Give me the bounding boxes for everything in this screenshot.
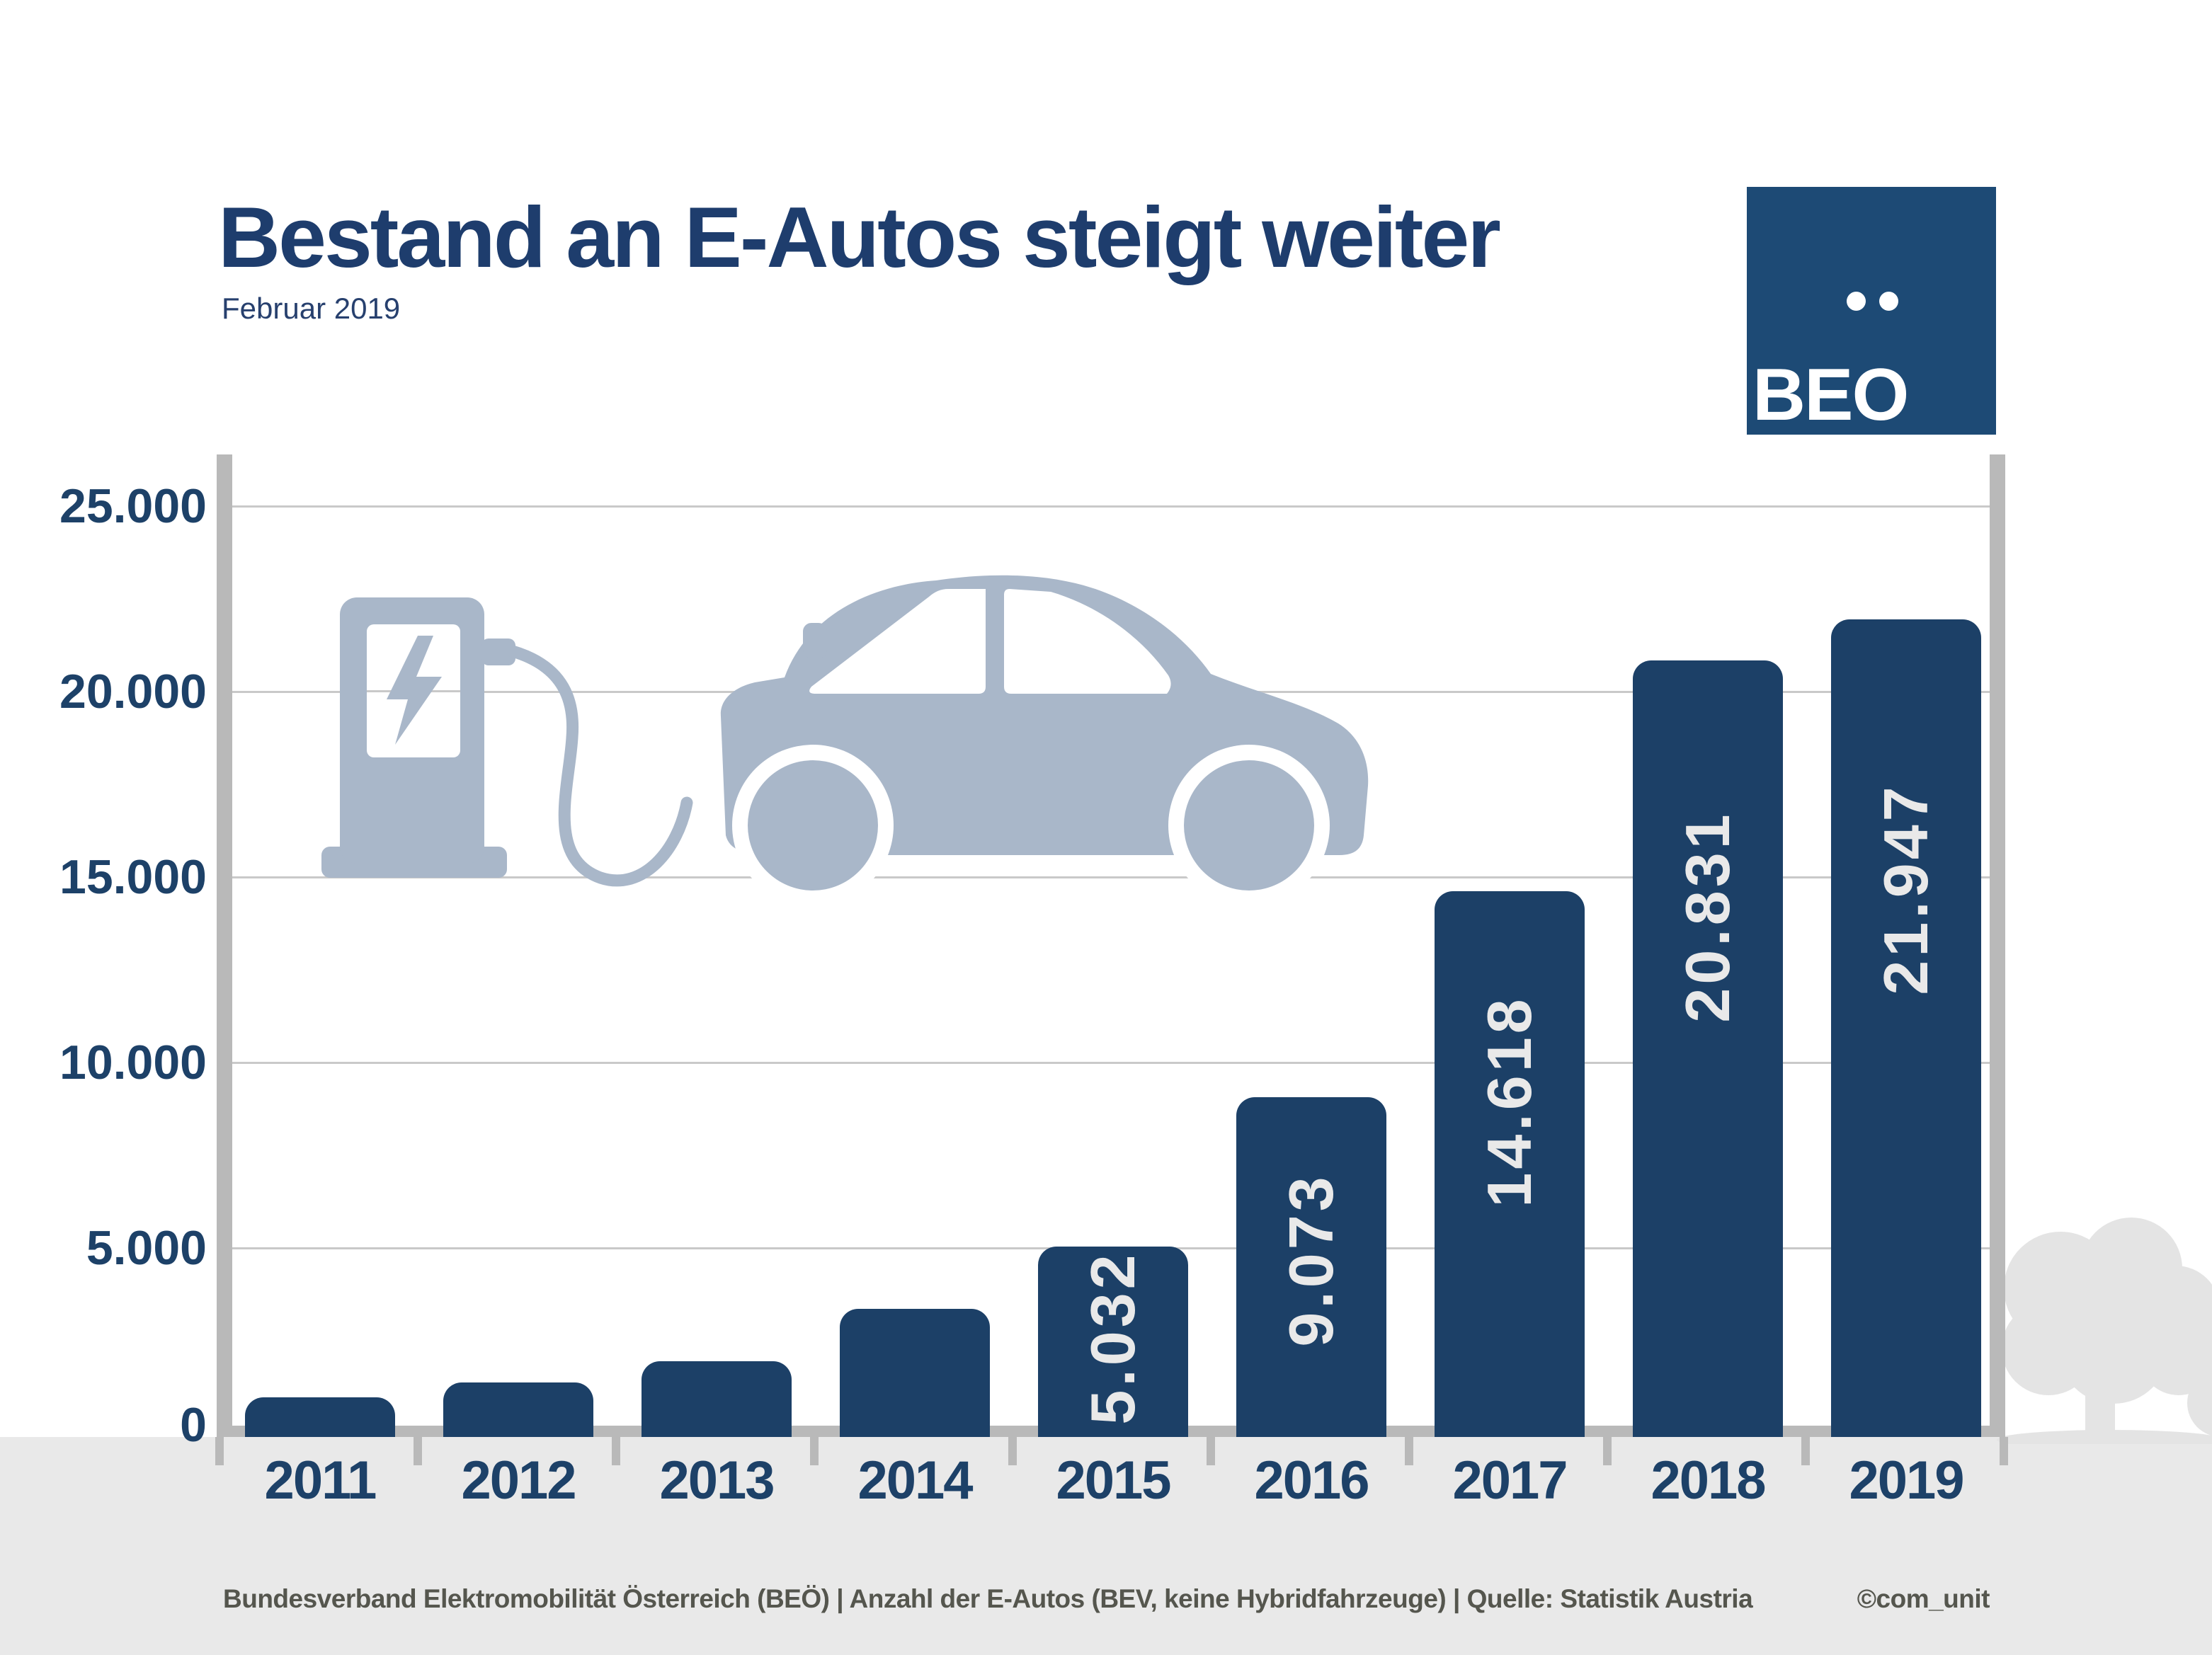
bar-value-label: 21.947 (1871, 783, 1941, 995)
bar-value-label: 9.073 (1276, 1173, 1346, 1347)
ev-charging-car-icon (321, 575, 1369, 906)
x-tick (1405, 1437, 1413, 1465)
y-tick-label: 25.000 (59, 479, 207, 533)
page-title: Bestand an E-Autos steigt weiter (218, 189, 1501, 285)
logo-text: BEO (1752, 354, 1909, 436)
beo-logo: BEO (1747, 187, 1996, 435)
x-tick (810, 1437, 819, 1465)
footer-credit: ©com_unit (1857, 1584, 1990, 1613)
y-tick-label: 20.000 (59, 665, 207, 718)
bar-2016: 9.073 (1236, 1096, 1386, 1437)
right-frame-line (1990, 454, 2005, 1437)
gridline-25.000 (232, 505, 1990, 508)
x-tick-label: 2016 (1254, 1450, 1369, 1511)
bar-2012 (443, 1382, 593, 1437)
bar-value-label: 5.032 (1078, 1251, 1148, 1425)
x-tick (1008, 1437, 1017, 1465)
x-tick-label: 2018 (1651, 1450, 1766, 1511)
x-tick-label: 2019 (1849, 1450, 1964, 1511)
x-tick-label: 2017 (1452, 1450, 1568, 1511)
y-tick-label: 10.000 (59, 1036, 207, 1089)
y-tick-label: 5.000 (86, 1221, 207, 1275)
logo-dot-icon (1847, 292, 1866, 311)
bar-value-label: 14.618 (1474, 995, 1544, 1208)
x-tick (1207, 1437, 1215, 1465)
bar-2015: 5.032 (1038, 1247, 1188, 1437)
x-tick-label: 2013 (659, 1450, 775, 1511)
bar-2014 (840, 1309, 990, 1437)
gridline-10.000 (232, 1062, 1990, 1064)
x-tick (414, 1437, 422, 1465)
bar-2013 (642, 1361, 792, 1437)
x-tick (612, 1437, 620, 1465)
bar-2017: 14.618 (1435, 891, 1585, 1437)
x-tick-label: 2011 (264, 1450, 377, 1511)
y-tick-label: 0 (180, 1398, 207, 1452)
y-tick-label: 15.000 (59, 850, 207, 904)
bar-2019: 21.947 (1831, 619, 1981, 1437)
x-tick-label: 2015 (1056, 1450, 1171, 1511)
y-axis-line (217, 454, 232, 1437)
bar-value-label: 20.831 (1672, 811, 1743, 1023)
bar-2011 (245, 1397, 395, 1437)
x-tick (1603, 1437, 1612, 1465)
x-tick-label: 2014 (857, 1450, 973, 1511)
x-tick (1801, 1437, 1810, 1465)
page-subtitle: Februar 2019 (222, 292, 401, 325)
bar-2018: 20.831 (1633, 660, 1783, 1437)
x-tick-label: 2012 (461, 1450, 576, 1511)
logo-dot-icon (1879, 292, 1898, 311)
gridline-15.000 (232, 876, 1990, 878)
x-tick (215, 1437, 224, 1465)
footer-source: Bundesverband Elektromobilität Österreic… (223, 1584, 1753, 1613)
x-tick (2000, 1437, 2008, 1465)
footer-band (0, 1437, 2212, 1655)
tree-icon (1997, 1218, 2212, 1444)
